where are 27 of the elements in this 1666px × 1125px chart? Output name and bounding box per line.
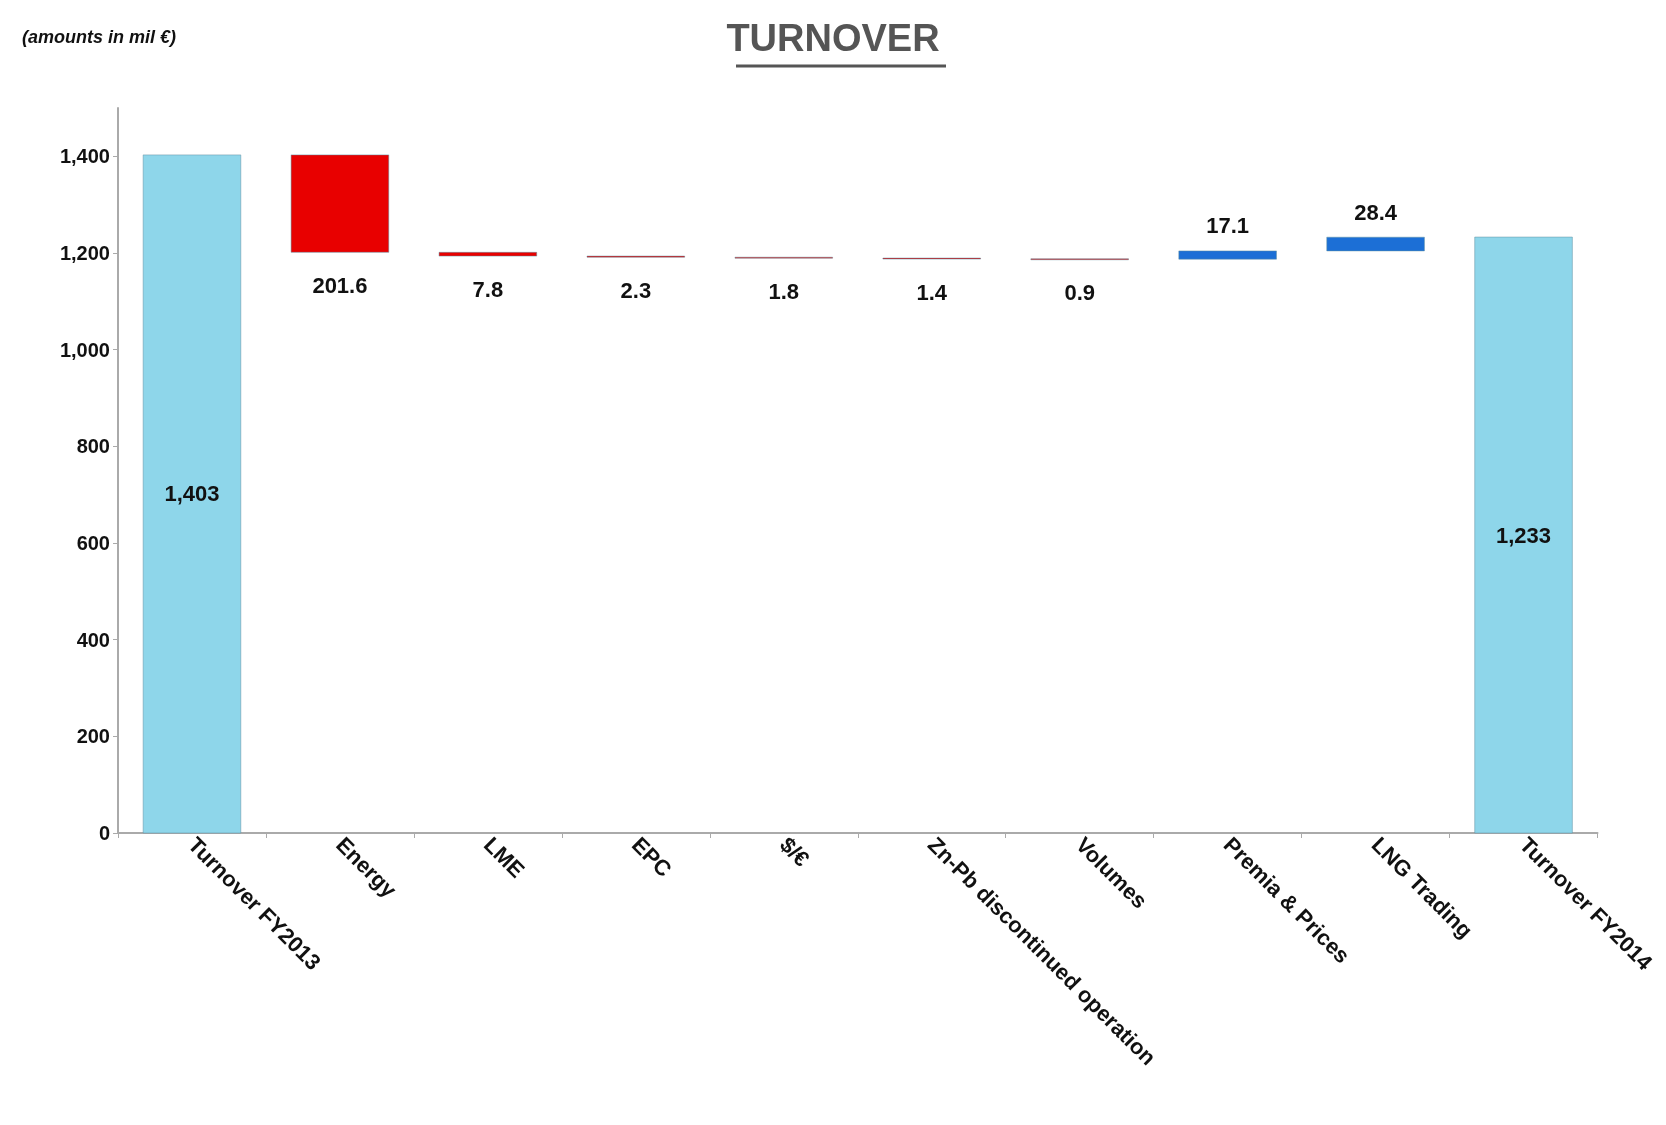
data-label: 17.1 bbox=[1206, 213, 1250, 239]
x-tick-label: $/€ bbox=[774, 832, 815, 872]
data-label: 2.3 bbox=[620, 277, 652, 303]
chart-title: TURNOVER bbox=[726, 17, 940, 59]
bar bbox=[1474, 236, 1573, 834]
data-label: 7.8 bbox=[472, 276, 504, 302]
bar bbox=[290, 154, 389, 253]
y-tick-label: 0 bbox=[98, 822, 110, 844]
y-tick-label: 600 bbox=[76, 532, 110, 554]
y-tick-label: 1,200 bbox=[59, 242, 110, 264]
data-label: 201.6 bbox=[312, 272, 368, 298]
data-label: 0.9 bbox=[1064, 280, 1095, 306]
bar bbox=[438, 252, 537, 257]
data-label: 1.8 bbox=[768, 278, 800, 304]
bar bbox=[1326, 236, 1425, 252]
data-label: 28.4 bbox=[1354, 199, 1398, 225]
bar bbox=[142, 154, 242, 834]
data-label: 1,233 bbox=[1496, 522, 1552, 548]
y-tick-label: 200 bbox=[76, 725, 110, 748]
data-label: 1,403 bbox=[164, 481, 220, 507]
y-tick-label: 800 bbox=[76, 435, 110, 458]
y-tick-label: 1,000 bbox=[59, 338, 110, 361]
text: (amounts in mil €) bbox=[22, 27, 177, 47]
bar bbox=[1178, 250, 1277, 260]
y-tick-label: 1,400 bbox=[59, 145, 110, 168]
y-tick-label: 400 bbox=[76, 628, 110, 651]
data-label: 1.4 bbox=[916, 279, 948, 305]
